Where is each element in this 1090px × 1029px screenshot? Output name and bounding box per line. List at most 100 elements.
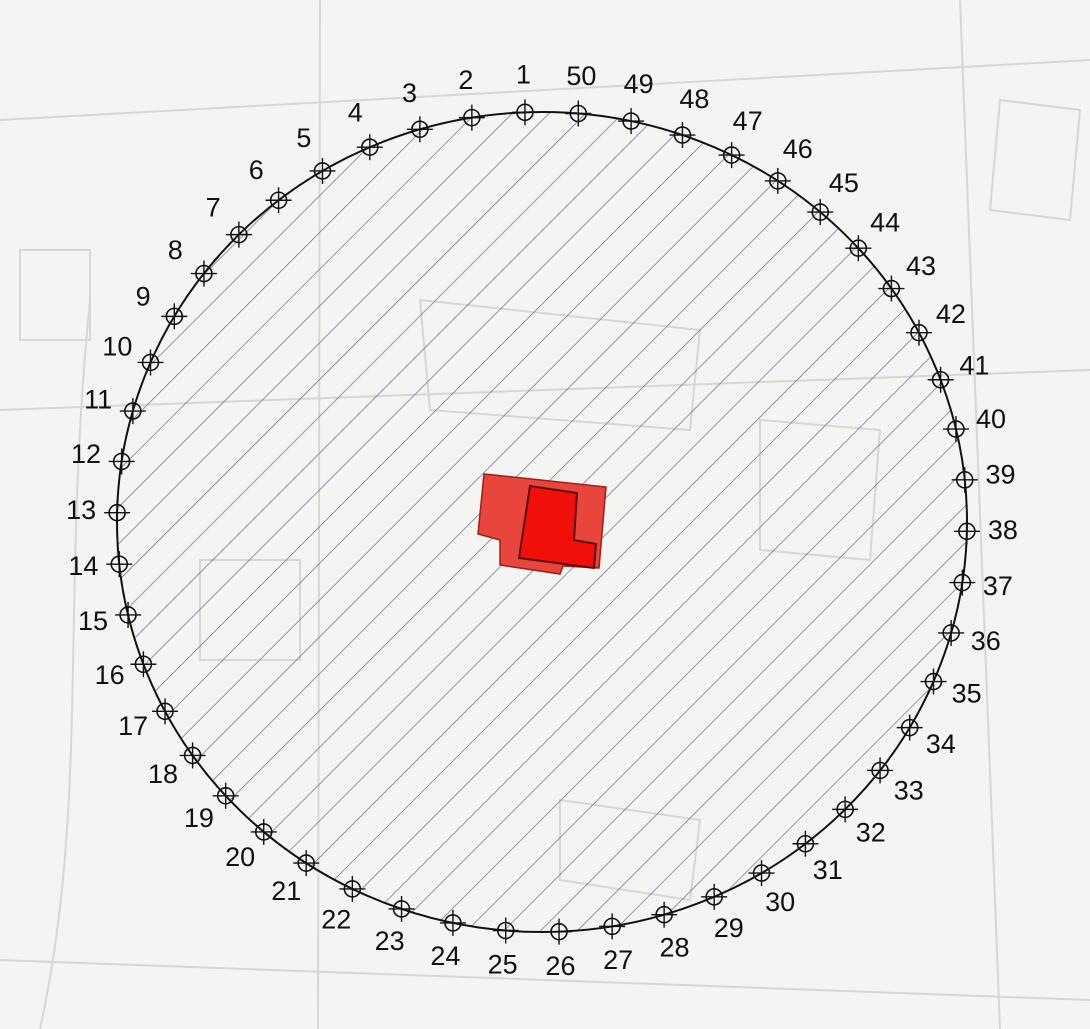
boundary-point: 2 [458,65,485,131]
boundary-point: 32 [832,796,886,848]
boundary-point: 21 [271,850,320,906]
point-label: 38 [988,515,1018,545]
boundary-point: 20 [225,818,277,872]
boundary-point: 39 [951,459,1016,493]
point-label: 47 [733,106,763,136]
point-label: 14 [68,551,98,581]
boundary-point: 25 [488,917,519,979]
point-label: 2 [458,65,473,95]
boundary-point: 1 [511,59,538,126]
boundary-point: 15 [78,601,142,636]
boundary-point: 43 [878,251,936,302]
boundary-point: 45 [807,168,859,226]
boundary-point: 17 [118,698,179,741]
point-label: 6 [249,155,264,185]
boundary-point: 5 [296,123,336,184]
boundary-point: 19 [184,782,239,833]
point-label: 19 [184,803,214,833]
boundary-point: 44 [845,207,900,262]
point-label: 32 [856,818,886,848]
boundary-point: 37 [949,569,1013,601]
building [477,473,607,575]
boundary-point: 12 [71,439,135,475]
boundary-point: 14 [68,551,133,581]
point-label: 17 [118,711,148,741]
boundary-point: 36 [938,619,1001,656]
building-core [517,484,598,570]
boundary-point: 42 [905,299,966,346]
point-label: 25 [488,949,518,979]
boundary-point: 23 [375,895,415,956]
point-label: 18 [148,759,178,789]
point-label: 37 [983,571,1013,601]
point-label: 45 [829,168,859,198]
point-label: 26 [545,951,575,981]
boundary-point: 16 [95,651,157,690]
boundary-point: 34 [896,714,956,759]
point-label: 50 [566,61,596,91]
boundary-point: 10 [102,332,164,376]
point-label: 48 [679,84,709,114]
boundary-point: 49 [618,69,654,135]
point-label: 10 [102,332,132,362]
boundary-point: 31 [792,830,843,885]
boundary-point: 18 [148,742,206,789]
boundary-point: 28 [651,901,689,962]
point-label: 1 [516,59,531,89]
point-label: 40 [976,404,1006,434]
boundary-point: 22 [321,875,366,934]
boundary-point: 40 [942,404,1006,443]
point-label: 49 [624,69,654,99]
point-label: 22 [321,904,351,934]
point-label: 7 [206,193,221,223]
boundary-point: 33 [867,757,924,805]
boundary-point: 46 [764,134,813,194]
point-label: 27 [603,945,633,975]
point-label: 36 [971,626,1001,656]
boundary-point: 47 [718,106,763,169]
point-label: 31 [813,855,843,885]
boundary-point: 26 [545,918,576,981]
boundary-point: 7 [206,193,252,248]
point-label: 44 [870,207,900,237]
point-label: 39 [986,459,1016,489]
boundary-point: 29 [701,883,744,943]
point-label: 8 [168,235,183,265]
boundary-point: 13 [66,495,131,526]
boundary-point: 3 [402,78,433,143]
point-label: 30 [765,887,795,917]
point-label: 23 [375,926,405,956]
boundary-point: 41 [927,350,989,393]
point-label: 42 [936,299,966,329]
boundary-point: 9 [136,281,188,330]
point-label: 16 [95,660,125,690]
boundary-point: 8 [168,235,217,287]
point-label: 11 [84,384,112,414]
boundary-point: 24 [430,909,466,971]
point-label: 46 [783,134,813,164]
point-label: 20 [225,842,255,872]
point-label: 21 [271,876,301,906]
boundary-point: 6 [249,155,292,214]
boundary-point: 48 [669,84,709,149]
boundary-point: 4 [348,97,383,161]
point-label: 13 [66,495,96,525]
point-label: 15 [78,606,108,636]
boundary-point: 30 [748,860,795,917]
point-label: 29 [714,913,744,943]
boundary-point: 27 [599,913,633,975]
point-label: 28 [659,932,689,962]
point-label: 35 [952,679,982,709]
boundary-point: 35 [920,668,982,709]
boundary-point: 11 [84,384,146,425]
boundary-point: 38 [953,515,1018,545]
point-label: 9 [136,281,151,311]
point-label: 12 [71,439,101,469]
point-label: 43 [906,251,936,281]
point-label: 4 [348,97,363,127]
boundary-point: 50 [565,61,596,127]
point-label: 5 [296,123,311,153]
point-label: 3 [402,78,417,108]
